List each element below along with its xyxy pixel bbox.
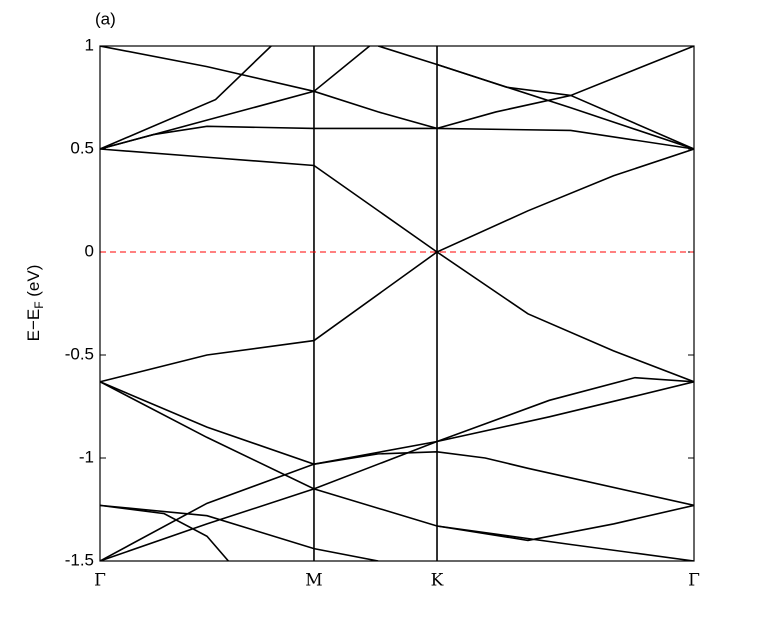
y-tick-label: 0 xyxy=(85,241,94,260)
band xyxy=(100,504,229,561)
band xyxy=(100,381,694,561)
x-tick-label: M xyxy=(305,571,322,591)
y-axis-label: E−EF (eV) xyxy=(24,265,46,342)
plot-frame xyxy=(99,45,695,562)
band xyxy=(100,251,694,383)
band xyxy=(100,451,694,561)
y-label-main: E−E xyxy=(24,309,43,342)
x-tick-label: Γ xyxy=(94,571,106,591)
y-tick-label: -1.5 xyxy=(65,550,94,569)
band xyxy=(100,381,694,561)
y-tick-label: 0.5 xyxy=(70,138,94,157)
y-tick-label: 1 xyxy=(85,35,94,54)
band xyxy=(100,46,272,150)
band xyxy=(377,46,694,150)
y-label-sub: F xyxy=(32,301,46,308)
band xyxy=(436,504,694,542)
band xyxy=(100,148,694,253)
band xyxy=(100,125,694,150)
y-tick-label: -1 xyxy=(79,447,94,466)
panel-label: (a) xyxy=(95,9,116,28)
band xyxy=(100,46,371,150)
y-tick-label: -0.5 xyxy=(65,344,94,363)
band xyxy=(100,46,694,150)
band xyxy=(100,504,379,561)
y-label-unit: (eV) xyxy=(24,265,43,302)
band xyxy=(100,376,694,466)
x-tick-label: Γ xyxy=(688,571,700,591)
band xyxy=(436,46,694,97)
x-tick-label: K xyxy=(431,571,444,591)
